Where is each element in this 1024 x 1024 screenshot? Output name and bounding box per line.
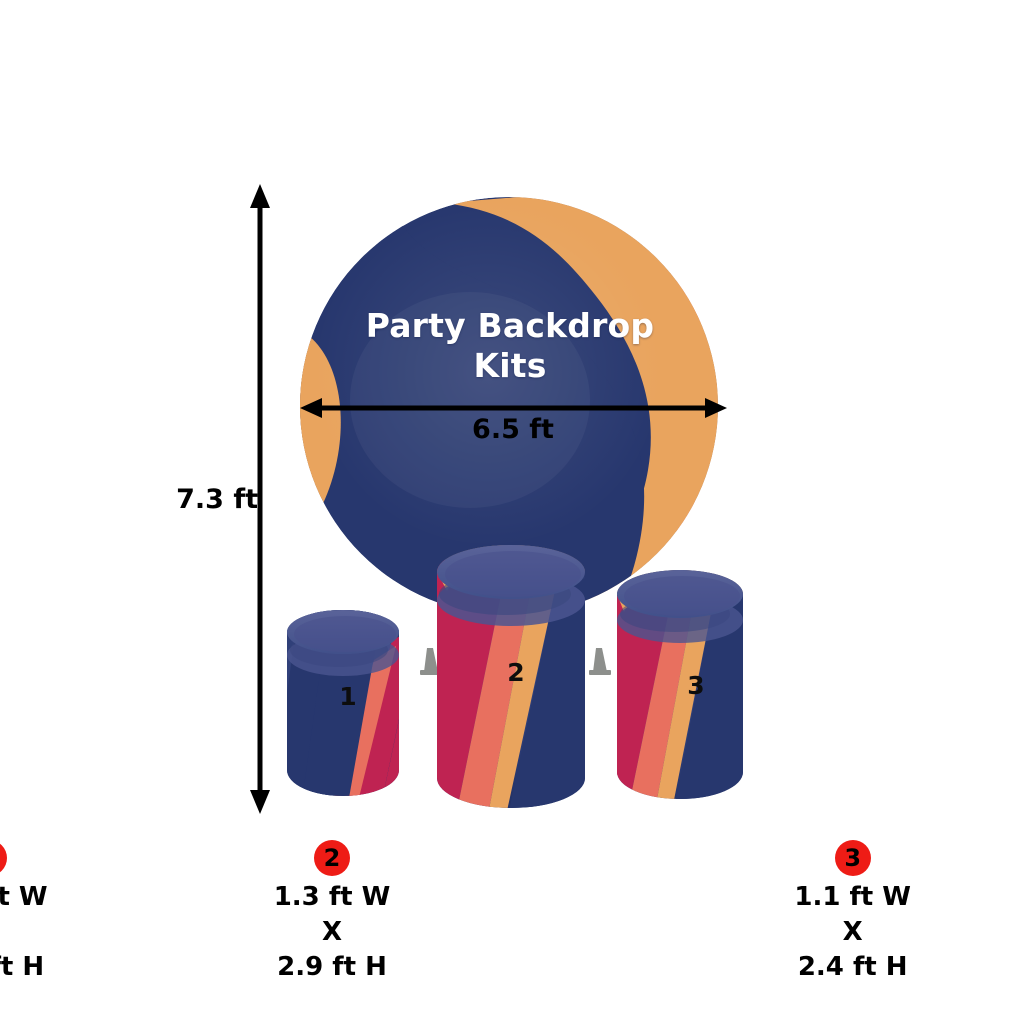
width-dimension-arrow bbox=[300, 398, 727, 418]
legend-item-2: 2 1.3 ft W X 2.9 ft H bbox=[161, 840, 504, 1024]
legend-width-1: 1.0 ft W bbox=[0, 882, 48, 912]
width-dimension-label: 6.5 ft bbox=[472, 414, 554, 445]
cylinder-1 bbox=[287, 610, 399, 796]
legend-height-3: 2.4 ft H bbox=[797, 952, 908, 982]
legend-badge-2: 2 bbox=[314, 840, 350, 876]
cylinder-number-2: 2 bbox=[507, 658, 525, 687]
legend-item-1: 1. 1.0 ft W X 1.9 ft H bbox=[0, 840, 161, 1024]
legend-height-1: 1.9 ft H bbox=[0, 952, 45, 982]
legend-badge-1: 1. bbox=[0, 840, 8, 876]
height-dimension-label: 7.3 ft bbox=[176, 484, 258, 515]
cylinder-3 bbox=[617, 570, 743, 799]
legend-separator-3: X bbox=[842, 917, 863, 947]
height-dimension-arrow bbox=[250, 184, 270, 814]
backdrop-stand-legs bbox=[420, 648, 611, 675]
dimension-legend: 1. 1.0 ft W X 1.9 ft H 2 1.3 ft W X 2.9 … bbox=[0, 840, 1024, 1024]
legend-width-2: 1.3 ft W bbox=[273, 882, 391, 912]
cylinder-2 bbox=[437, 545, 585, 808]
legend-height-2: 2.9 ft H bbox=[277, 952, 387, 982]
cylinder-number-3: 3 bbox=[687, 671, 705, 700]
legend-badge-3: 3 bbox=[834, 840, 871, 876]
legend-width-3: 1.1 ft W bbox=[794, 882, 911, 912]
cylinder-number-1: 1 bbox=[339, 682, 357, 711]
legend-separator-2: X bbox=[321, 917, 343, 947]
legend-item-3: 3 1.1 ft W X 2.4 ft H bbox=[681, 840, 1024, 1024]
